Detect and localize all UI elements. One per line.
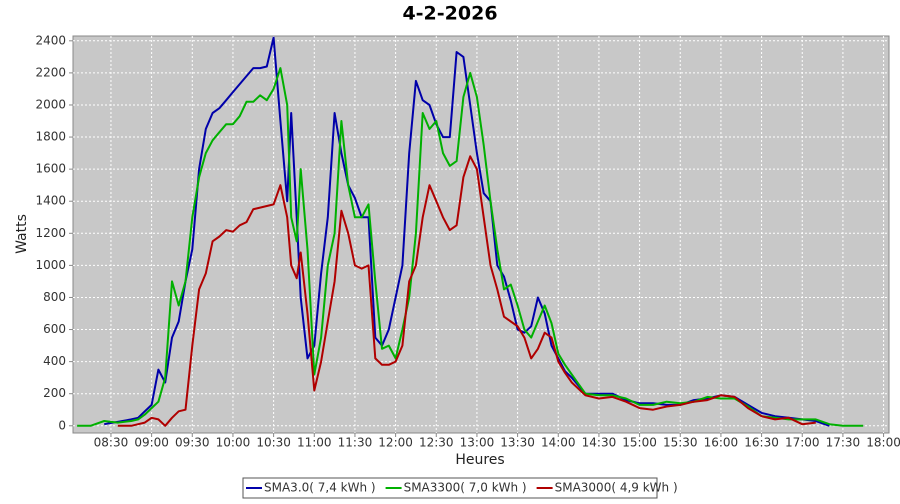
x-tick-label: 10:00 (216, 436, 251, 450)
y-axis-title: Watts (14, 214, 30, 254)
y-tick-label: 2200 (35, 65, 66, 79)
series-line (77, 67, 864, 427)
y-tick-label: 2400 (35, 33, 66, 47)
x-tick-label: 13:30 (500, 436, 535, 450)
y-tick-label: 2000 (35, 97, 66, 111)
x-tick-label: 13:00 (460, 436, 495, 450)
x-tick-label: 11:30 (338, 436, 373, 450)
x-tick-label: 10:30 (256, 436, 291, 450)
chart-title: 4-2-2026 (402, 3, 497, 25)
x-tick-label: 08:30 (94, 436, 129, 450)
y-tick-label: 1400 (35, 194, 66, 208)
y-tick-label: 1800 (35, 130, 66, 144)
y-tick-label: 1600 (35, 162, 66, 176)
x-tick-label: 14:30 (582, 436, 617, 450)
legend-label: SMA3000( 4,9 kWh ) (555, 481, 678, 495)
y-tick-label: 1000 (35, 258, 66, 272)
legend-label: SMA3.0( 7,4 kWh ) (264, 481, 376, 495)
x-tick-label: 17:00 (785, 436, 820, 450)
legend-label: SMA3300( 7,0 kWh ) (404, 481, 527, 495)
y-tick-label: 200 (43, 386, 66, 400)
x-tick-label: 09:30 (175, 436, 210, 450)
y-tick-label: 0 (58, 418, 66, 432)
y-tick-label: 800 (43, 290, 66, 304)
plot-area (72, 35, 890, 434)
x-tick-label: 12:30 (419, 436, 454, 450)
y-tick-label: 600 (43, 322, 66, 336)
x-tick-label: 18:00 (866, 436, 900, 450)
x-tick-label: 15:30 (663, 436, 698, 450)
x-tick-label: 14:00 (541, 436, 576, 450)
x-tick-label: 16:00 (704, 436, 739, 450)
x-tick-label: 16:30 (744, 436, 779, 450)
x-tick-label: 12:00 (378, 436, 413, 450)
y-tick-label: 400 (43, 354, 66, 368)
x-tick-label: 15:00 (622, 436, 657, 450)
x-tick-label: 17:30 (826, 436, 861, 450)
x-tick-label: 09:00 (134, 436, 169, 450)
series-line (117, 155, 816, 427)
legend-box (242, 477, 658, 499)
x-tick-label: 11:00 (297, 436, 332, 450)
x-axis-title: Heures (455, 452, 504, 468)
y-tick-label: 1200 (35, 226, 66, 240)
